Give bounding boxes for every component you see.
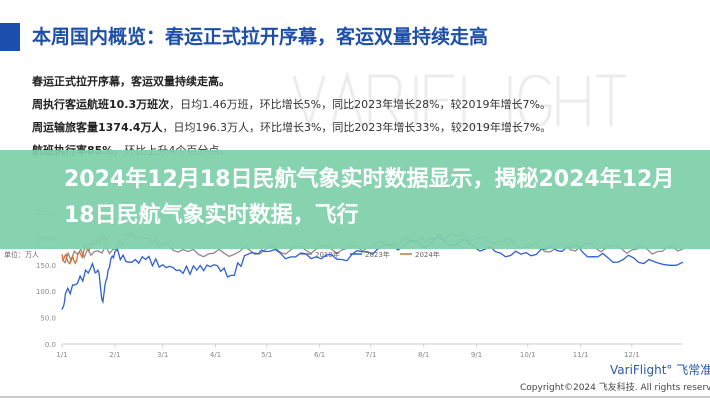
series-line-2023年 [61, 236, 684, 310]
y-tick-label: 50.0 [40, 315, 56, 323]
divider [0, 396, 710, 398]
watermark-letter [368, 74, 402, 127]
legend-entry: 2024年 [415, 250, 440, 259]
x-tick-label: 12/1 [624, 351, 640, 359]
x-tick-label: 11/1 [573, 351, 589, 359]
accent-bar [0, 23, 20, 51]
y-tick-label: 100.0 [36, 288, 56, 296]
y-tick-label: 0.0 [45, 341, 56, 349]
summary-line: 春运正式拉开序幕，客运双量持续走高。 [32, 75, 230, 88]
x-tick-label: 10/1 [520, 351, 536, 359]
watermark-letter [556, 76, 590, 126]
x-tick-label: 5/1 [261, 351, 272, 359]
x-tick-label: 2/1 [109, 351, 120, 359]
watermark-letter [424, 74, 454, 126]
watermark-letter [292, 75, 326, 132]
watermark-letter [596, 74, 626, 126]
x-tick-label: 4/1 [210, 351, 221, 359]
x-tick-label: 1/1 [56, 351, 67, 359]
copyright: Copyright©2024 飞友科技. All rights reserved… [520, 383, 710, 393]
variflight-logo: VariFlight° 飞常准 [610, 363, 710, 377]
legend-entry: 2023年 [365, 250, 390, 259]
summary-line: 周运输旅客量1374.4万人，日均196.3万人，环比增长3%，同比2023年增… [32, 121, 552, 134]
page-title: 本周国内概览：春运正式拉开序幕，客运双量持续走高 [32, 26, 489, 48]
watermark [292, 72, 626, 132]
x-tick-label: 9/1 [471, 351, 482, 359]
title-overlay [0, 150, 710, 249]
watermark-letter [330, 72, 364, 127]
x-tick-label: 7/1 [365, 351, 376, 359]
x-tick-label: 3/1 [157, 351, 168, 359]
y-axis-label: 单位：万人 [4, 250, 39, 259]
watermark-letter [518, 74, 552, 128]
x-tick-label: 6/1 [314, 351, 325, 359]
y-tick-label: 150.0 [36, 262, 56, 270]
article-title[interactable]: 2024年12月18日民航气象实时数据显示，揭秘2024年12月18日民航气象实… [64, 167, 675, 228]
summary-line: 周执行客运航班10.3万班次，日均1.46万班，环比增长5%，同比2023年增长… [32, 98, 551, 111]
x-tick-label: 8/1 [418, 351, 429, 359]
watermark-letter [462, 76, 490, 128]
